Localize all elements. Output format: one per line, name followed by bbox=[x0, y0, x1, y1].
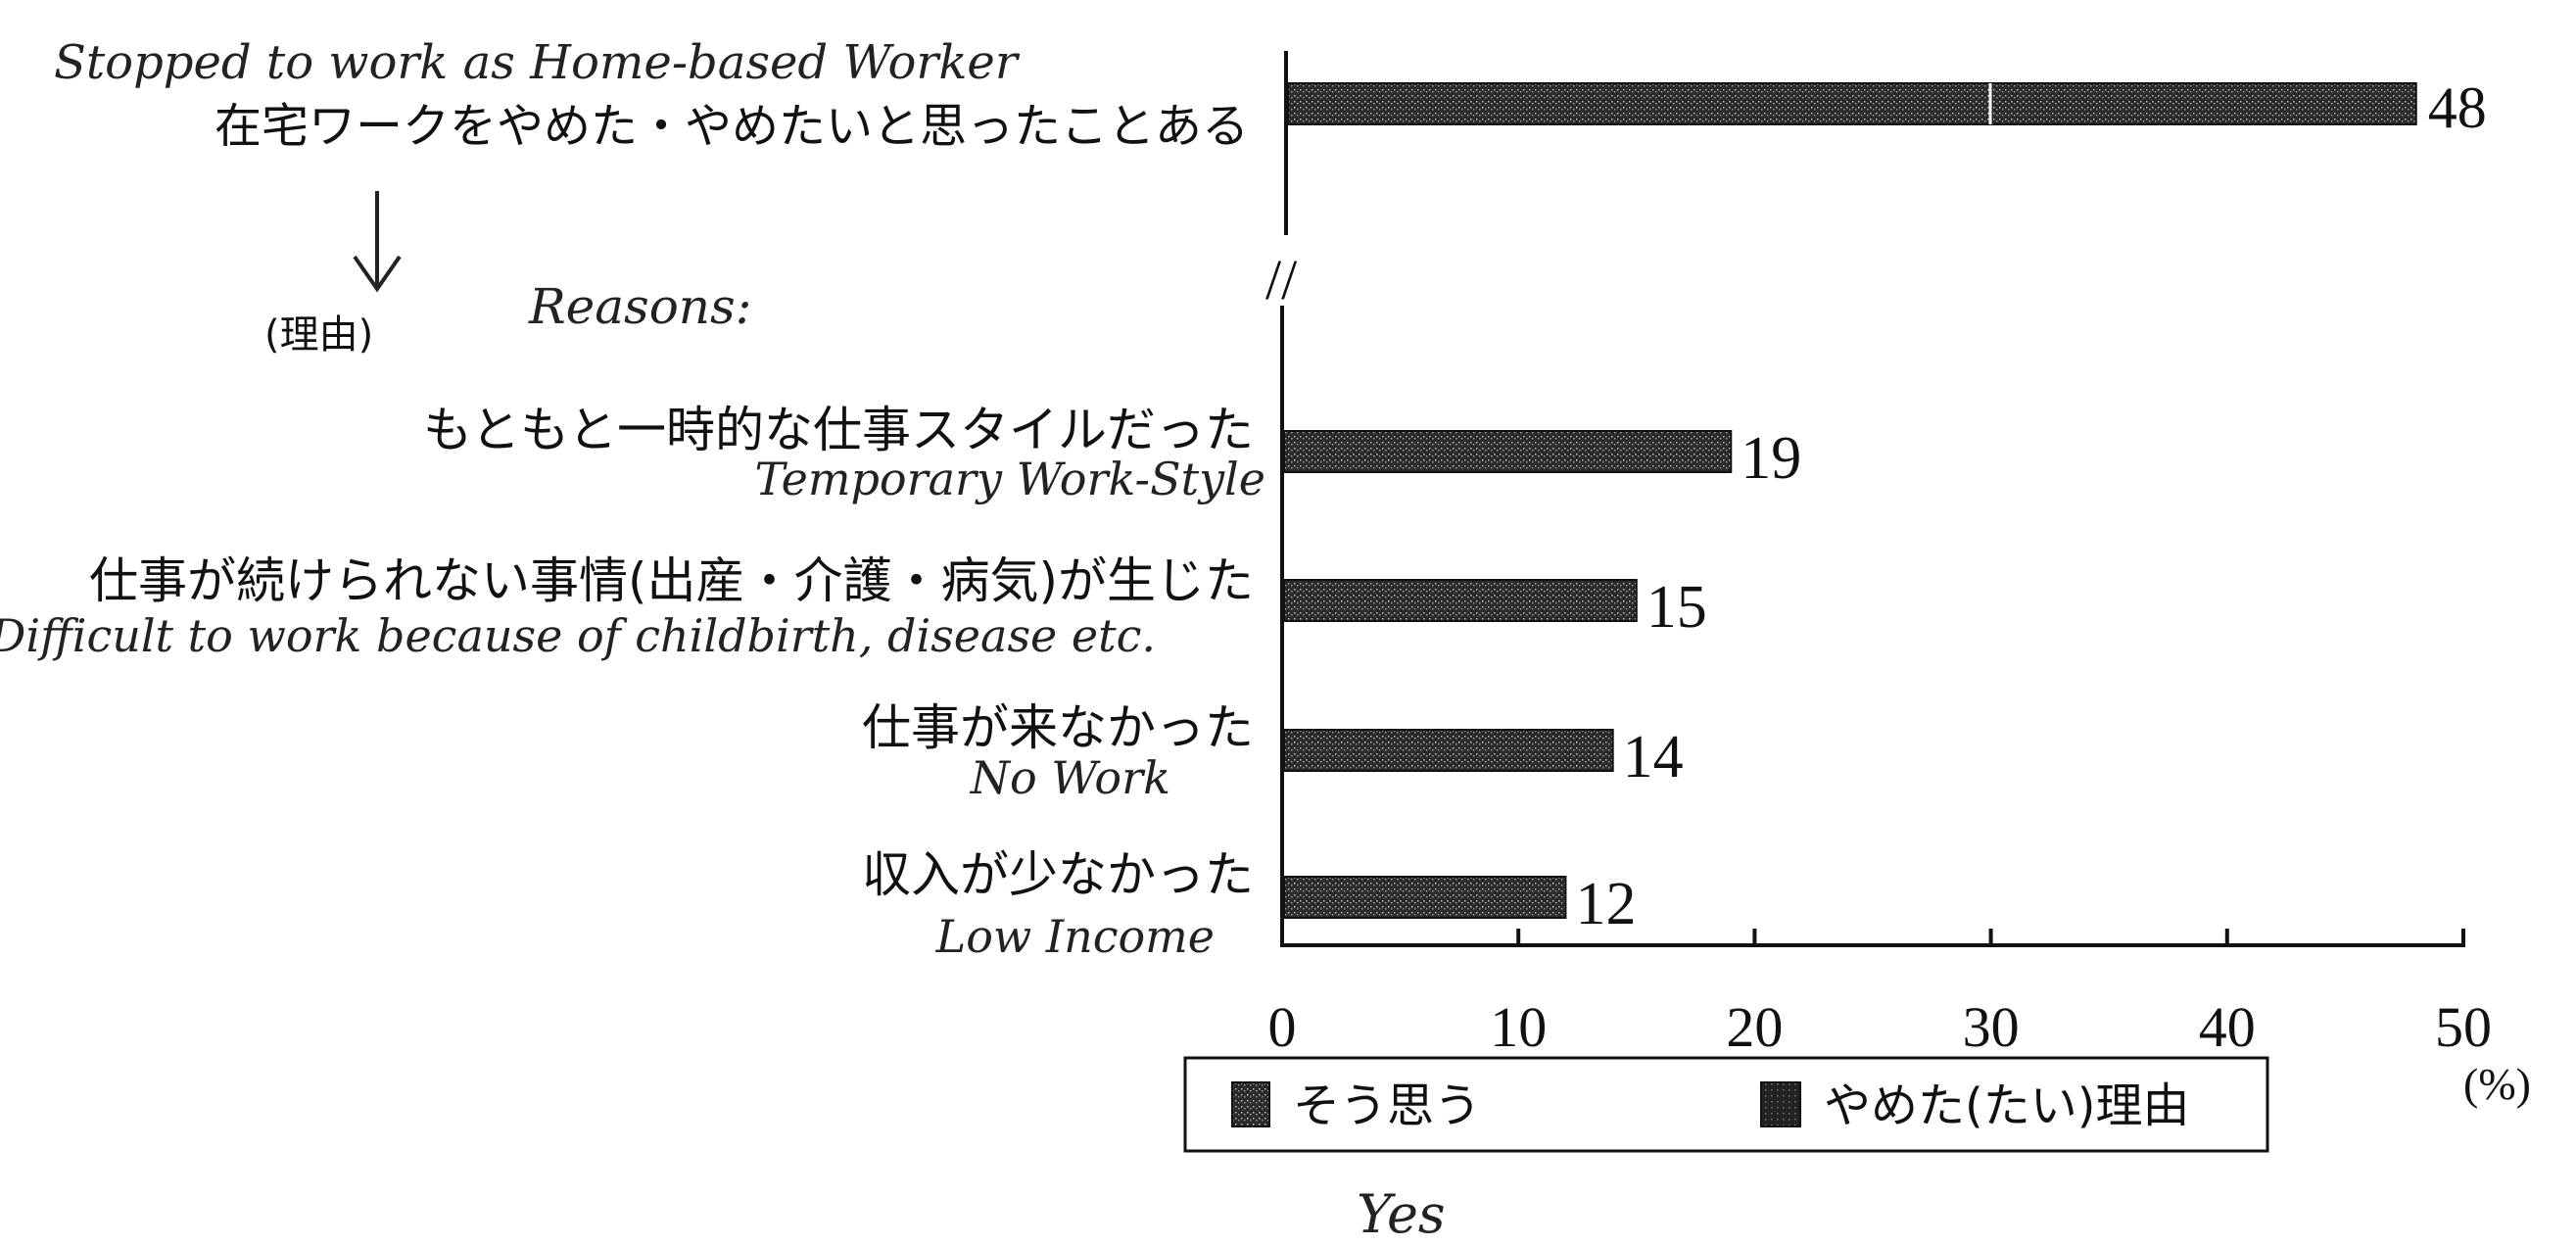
x-ticks: 0 10 20 30 40 50 bbox=[1268, 929, 2492, 1059]
bar-value-label: 12 bbox=[1575, 871, 1636, 937]
legend-label-1: そう思う bbox=[1293, 1078, 1481, 1133]
top-bar-annotation: Stopped to work as Home-based Worker bbox=[54, 35, 1021, 90]
category-annotation: Low Income bbox=[935, 910, 1215, 963]
category-annotation: Difficult to work because of childbirth,… bbox=[0, 609, 1156, 662]
bar bbox=[1283, 430, 1733, 473]
bar-value-label: 48 bbox=[2428, 75, 2487, 140]
category-annotation: No Work bbox=[970, 751, 1170, 804]
x-tick-label: 30 bbox=[1963, 995, 2020, 1059]
x-tick-label: 20 bbox=[1726, 995, 1783, 1059]
reasons-heading: (理由) bbox=[264, 312, 373, 358]
top-bar-label: 在宅ワークをやめた・やめたいと思ったことある bbox=[215, 99, 1249, 154]
unit-label: (%) bbox=[2463, 1059, 2531, 1109]
bar-value-label: 15 bbox=[1646, 574, 1707, 641]
axis-break-mark: // bbox=[1265, 248, 1298, 311]
category-label: 収入が少なかった bbox=[862, 846, 1254, 903]
bar-top bbox=[1287, 82, 2417, 125]
down-arrow-icon bbox=[353, 191, 402, 293]
reasons-annotation: Reasons: bbox=[528, 278, 752, 335]
bar bbox=[1283, 579, 1638, 622]
bar bbox=[1283, 729, 1614, 772]
category-label: もともと一時的な仕事スタイルだった bbox=[423, 402, 1254, 458]
x-tick-label: 10 bbox=[1490, 995, 1547, 1059]
x-tick-label: 40 bbox=[2199, 995, 2256, 1059]
bar-value-label: 14 bbox=[1623, 724, 1684, 790]
legend-swatch-1 bbox=[1231, 1081, 1270, 1127]
x-tick-label: 50 bbox=[2435, 995, 2492, 1059]
category-annotation: Temporary Work-Style bbox=[755, 453, 1265, 505]
bar-value-label: 19 bbox=[1741, 425, 1801, 492]
legend: そう思う やめた(たい)理由 bbox=[1183, 1056, 2269, 1153]
category-label: 仕事が来なかった bbox=[862, 699, 1254, 756]
bars: 48 19 15 14 12 bbox=[1283, 75, 2487, 937]
legend-box bbox=[1183, 1056, 2269, 1153]
x-tick-label: 0 bbox=[1268, 995, 1297, 1059]
axes bbox=[1280, 51, 2463, 947]
legend-swatch-2 bbox=[1760, 1081, 1801, 1127]
legend-label-2: やめた(たい)理由 bbox=[1824, 1078, 2189, 1133]
bar bbox=[1283, 876, 1567, 919]
legend-annotation: Yes bbox=[1357, 1183, 1446, 1245]
category-label: 仕事が続けられない事情(出産・介護・病気)が生じた bbox=[89, 552, 1254, 609]
